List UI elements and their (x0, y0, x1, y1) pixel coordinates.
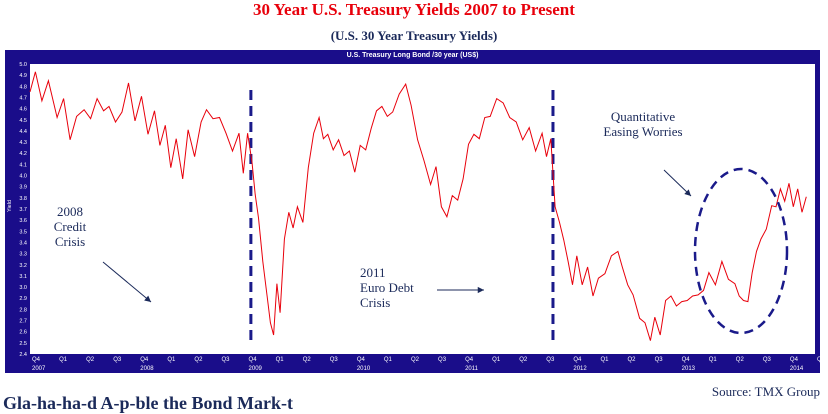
y-tick-label: 4.4 (19, 129, 27, 135)
x-tick-label: Q4 (249, 357, 258, 363)
y-tick-label: 3.1 (19, 274, 27, 280)
y-tick-label: 4.6 (19, 107, 27, 113)
x-tick-label: Q1 (59, 357, 68, 363)
x-tick-label: Q3 (546, 357, 555, 363)
y-tick-label: 2.4 (19, 352, 27, 358)
y-tick-label: 2.5 (19, 341, 27, 347)
y-tick-label: 3.0 (19, 285, 27, 291)
y-tick-label: 3.8 (19, 196, 27, 202)
x-tick-label: Q4 (140, 357, 149, 363)
annotation-text: 2008 (57, 204, 83, 219)
x-year-label: 2012 (573, 366, 587, 372)
x-tick-label: Q3 (655, 357, 664, 363)
x-tick-label: Q4 (682, 357, 691, 363)
x-tick-label: Q3 (763, 357, 772, 363)
y-tick-label: 2.6 (19, 330, 27, 336)
x-tick-label: Q1 (600, 357, 609, 363)
yield-series-line (29, 71, 807, 341)
y-tick-label: 3.9 (19, 185, 27, 191)
y-tick-labels: 2.4 2.5 2.6 2.7 2.8 2.9 3.0 3.1 3.2 3.3 3.4 3.5 3.6 3… (19, 62, 27, 358)
x-year-label: 2010 (357, 366, 371, 372)
x-tick-label: Q1 (492, 357, 501, 363)
y-axis-label: Yield (7, 200, 13, 212)
y-tick-label: 4.5 (19, 118, 27, 124)
annotation-text: Crisis (360, 295, 390, 310)
annotation-text: Credit (54, 219, 87, 234)
annotation-text: Easing Worries (603, 124, 682, 139)
page-title: 30 Year U.S. Treasury Yields 2007 to Pre… (253, 0, 575, 19)
x-year-label: 2008 (140, 366, 154, 372)
y-tick-label: 3.7 (19, 207, 27, 213)
annotation-text: 2011 (360, 265, 386, 280)
arrow-head (684, 189, 691, 196)
x-tick-label: Q1 (709, 357, 718, 363)
plot-area (30, 64, 815, 354)
page-subtitle: (U.S. 30 Year Treasury Yields) (330, 28, 498, 43)
x-tick-label: Q2 (519, 357, 528, 363)
x-tick-label: Q2 (194, 357, 203, 363)
x-tick-label: Q1 (167, 357, 176, 363)
x-tick-label: Q3 (438, 357, 447, 363)
y-tick-label: 4.2 (19, 151, 27, 157)
x-tick-label: Q2 (628, 357, 637, 363)
x-tick-label: Q1 (817, 357, 826, 363)
y-tick-label: 3.6 (19, 218, 27, 224)
y-tick-label: 4.1 (19, 162, 27, 168)
x-year-label: 2011 (465, 366, 479, 372)
bottom-heading: Gla-ha-ha-d A-p-ble the Bond Mark-t (3, 393, 294, 413)
x-tick-label: Q4 (32, 357, 41, 363)
annotation-arrow (663, 169, 692, 197)
annotation-text: Euro Debt (360, 280, 414, 295)
x-tick-label: Q3 (330, 357, 339, 363)
y-tick-label: 5.0 (19, 62, 27, 68)
y-tick-label: 4.8 (19, 84, 27, 90)
x-tick-label: Q3 (221, 357, 230, 363)
x-year-label: 2009 (249, 366, 263, 372)
y-tick-label: 2.9 (19, 296, 27, 302)
annotation-arrow (102, 261, 152, 303)
x-tick-label: Q4 (573, 357, 582, 363)
y-tick-label: 3.2 (19, 263, 27, 269)
x-year-label: 2014 (790, 366, 804, 372)
y-tick-label: 2.7 (19, 319, 27, 325)
x-tick-label: Q4 (357, 357, 366, 363)
y-tick-label: 4.9 (19, 73, 27, 79)
y-tick-label: 4.0 (19, 174, 27, 180)
y-tick-label: 2.8 (19, 307, 27, 313)
y-tick-label: 3.4 (19, 240, 27, 246)
x-tick-label: Q2 (303, 357, 312, 363)
x-tick-label: Q2 (86, 357, 95, 363)
annotation-text: Quantitative (611, 109, 675, 124)
x-tick-label: Q2 (411, 357, 420, 363)
source-credit: Source: TMX Group (711, 384, 820, 399)
y-tick-label: 3.5 (19, 229, 27, 235)
x-tick-label: Q3 (113, 357, 122, 363)
event-markers (249, 90, 555, 342)
qe-highlight-ellipse (693, 167, 789, 335)
x-tick-label: Q2 (736, 357, 745, 363)
y-tick-label: 3.3 (19, 252, 27, 258)
x-tick-labels: Q4 Q1 Q2 Q3 Q4 Q1 Q2 Q3 Q4 Q1 Q2 Q3 Q4 Q1 Q2 Q3 Q4 Q1 Q2 Q3… (32, 357, 826, 372)
annotation-text: Crisis (55, 234, 85, 249)
x-tick-label: Q4 (465, 357, 474, 363)
arrow-head (477, 286, 484, 294)
x-tick-label: Q4 (790, 357, 799, 363)
x-year-label: 2007 (32, 366, 46, 372)
x-tick-label: Q1 (384, 357, 393, 363)
yield-chart: Yield 2.4 2.5 2.6 2.7 2.8 2.9 3.0 3.1 3.2 3.3 3.4 3… (7, 62, 826, 372)
x-tick-label: Q1 (276, 357, 285, 363)
y-tick-label: 4.3 (19, 140, 27, 146)
chart-title: U.S. Treasury Long Bond /30 year (US$) (346, 52, 479, 59)
arrow-head (144, 295, 151, 302)
y-tick-label: 4.7 (19, 95, 27, 101)
x-year-label: 2013 (682, 366, 696, 372)
